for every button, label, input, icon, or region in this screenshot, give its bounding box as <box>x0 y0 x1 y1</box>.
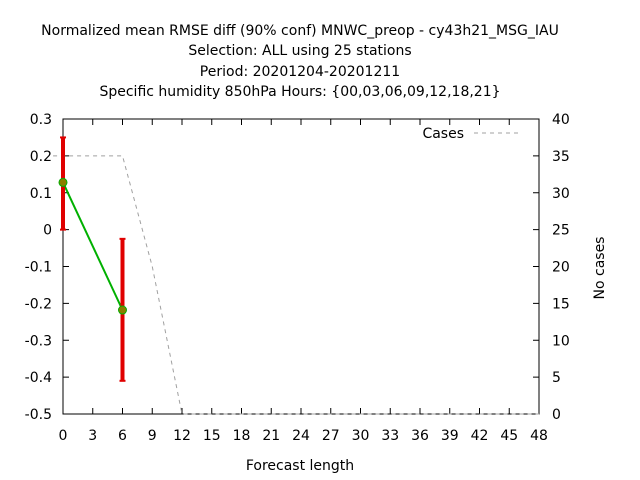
legend: Cases <box>422 126 522 142</box>
title-block: Normalized mean RMSE diff (90% conf) MNW… <box>41 23 559 100</box>
y2-tick-label: 15 <box>552 296 570 312</box>
x-tick-label: 24 <box>292 428 310 444</box>
plot-area <box>53 136 539 415</box>
title-line-1: Normalized mean RMSE diff (90% conf) MNW… <box>41 23 559 39</box>
y2-axis-label: No cases <box>592 237 608 300</box>
y-tick-label: 0.3 <box>30 112 52 128</box>
title-line-3: Period: 20201204-20201211 <box>200 64 400 80</box>
x-tick-label: 12 <box>173 428 191 444</box>
title-line-4: Specific humidity 850hPa Hours: {00,03,0… <box>99 84 500 100</box>
y2-tick-label: 10 <box>552 333 570 349</box>
x-tick-label: 0 <box>59 428 68 444</box>
x-tick-label: 30 <box>352 428 370 444</box>
y-tick-label: -0.1 <box>25 260 52 276</box>
x-tick-label: 6 <box>118 428 127 444</box>
x-axis-label: Forecast length <box>246 458 354 474</box>
y2-tick-label: 35 <box>552 149 570 165</box>
data-point <box>58 177 68 187</box>
x-tick-label: 3 <box>88 428 97 444</box>
y-tick-label: -0.2 <box>25 296 52 312</box>
y-tick-label: -0.3 <box>25 333 52 349</box>
y-tick-label: 0.2 <box>30 149 52 165</box>
y-tick-label: 0.1 <box>30 186 52 202</box>
data-point <box>118 305 127 315</box>
y-tick-label: -0.5 <box>25 407 52 423</box>
y2-tick-label: 0 <box>552 407 561 423</box>
x-tick-label: 21 <box>262 428 280 444</box>
y2-tick-label: 40 <box>552 112 570 128</box>
x-tick-label: 39 <box>441 428 459 444</box>
y2-tick-label: 30 <box>552 186 570 202</box>
x-tick-label: 42 <box>471 428 489 444</box>
y-tick-label: -0.4 <box>25 370 52 386</box>
x-tick-label: 45 <box>500 428 518 444</box>
x-tick-label: 48 <box>530 428 548 444</box>
y2-tick-label: 5 <box>552 370 561 386</box>
x-tick-label: 33 <box>381 428 399 444</box>
y-axis: 0.3 0.2 0.1 0 -0.1 -0.2 -0.3 -0.4 -0.5 <box>25 112 69 423</box>
y2-axis: 40 35 30 25 20 15 10 5 0 <box>533 112 570 423</box>
y2-tick-label: 25 <box>552 223 570 239</box>
y-tick-label: 0 <box>43 223 52 239</box>
cases-line <box>53 155 539 415</box>
x-tick-label: 27 <box>322 428 340 444</box>
plot-frame <box>62 118 540 415</box>
x-tick-label: 18 <box>233 428 251 444</box>
x-tick-label: 15 <box>203 428 221 444</box>
series-line <box>62 182 124 311</box>
y2-tick-label: 20 <box>552 260 570 276</box>
legend-label: Cases <box>422 126 464 142</box>
x-axis: 0 3 6 9 12 15 18 21 24 27 30 33 36 39 42 45 48 <box>59 119 548 444</box>
x-tick-label: 9 <box>148 428 157 444</box>
title-line-2: Selection: ALL using 25 stations <box>188 43 411 59</box>
x-tick-label: 36 <box>411 428 429 444</box>
